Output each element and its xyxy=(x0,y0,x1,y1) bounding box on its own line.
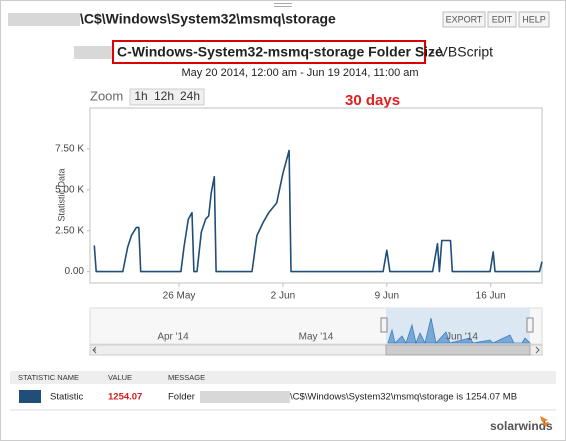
chart-title-note: - VBScript xyxy=(430,44,493,60)
logo-mark xyxy=(540,416,549,427)
y-tick-label: 5.00 K xyxy=(55,184,84,195)
zoom-label: Zoom xyxy=(90,88,123,103)
header-title: \C$\Windows\System32\msmq\storage xyxy=(80,11,336,27)
zoom-button[interactable]: 1h xyxy=(134,89,147,103)
scroll-right[interactable] xyxy=(535,346,540,354)
table-cell: Statistic xyxy=(50,392,84,403)
scrollbar-thumb[interactable] xyxy=(385,344,531,356)
chart-title: C-Windows-System32-msmq-storage Folder S… xyxy=(117,44,443,60)
table-header xyxy=(10,371,556,384)
navigator-label: May '14 xyxy=(299,332,334,343)
zoom-group xyxy=(129,88,205,106)
table-cell: Folder xyxy=(168,392,195,403)
navigator-label: Apr '14 xyxy=(157,332,189,343)
blurred-text xyxy=(200,391,290,403)
button-frame[interactable] xyxy=(442,11,486,28)
navigator-handle[interactable] xyxy=(380,317,388,333)
y-axis-label: Statistic Data xyxy=(56,168,66,221)
y-tick-label: 7.50 K xyxy=(55,144,84,155)
x-tick-label: 9 Jun xyxy=(375,291,399,302)
scroll-left[interactable] xyxy=(92,346,97,354)
blurred-text xyxy=(74,46,112,59)
zoom-button[interactable]: 12h xyxy=(154,89,174,103)
chart-subtitle: May 20 2014, 12:00 am - Jun 19 2014, 11:… xyxy=(181,67,418,79)
help-button[interactable]: HELP xyxy=(522,14,546,24)
y-tick-label: 0.00 xyxy=(65,266,85,277)
series-line xyxy=(93,149,543,273)
button-frame[interactable] xyxy=(487,11,517,28)
table-header-cell: MESSAGE xyxy=(168,373,205,382)
table-header-cell: VALUE xyxy=(108,373,132,382)
edit-button[interactable]: EDIT xyxy=(492,14,513,24)
drag-handle xyxy=(274,3,292,7)
y-tick-label: 2.50 K xyxy=(55,225,84,236)
navigator-handle[interactable] xyxy=(526,317,534,333)
navigator-series xyxy=(387,317,531,345)
x-tick-label: 26 May xyxy=(163,291,196,302)
logo: solarwinds xyxy=(490,419,553,433)
x-tick-label: 16 Jun xyxy=(476,291,506,302)
highlight-box xyxy=(112,40,426,64)
table-cell: \C$\Windows\System32\msmq\storage is 125… xyxy=(290,392,517,403)
button-frame[interactable] xyxy=(518,11,550,28)
x-tick-label: 2 Jun xyxy=(271,291,295,302)
annotation: 30 days xyxy=(345,92,400,109)
zoom-button[interactable]: 24h xyxy=(180,89,200,103)
table-header-cell: STATISTIC NAME xyxy=(18,373,79,382)
series-swatch xyxy=(19,390,41,403)
export-button[interactable]: EXPORT xyxy=(446,14,483,24)
navigator-label: Jun '14 xyxy=(446,332,478,343)
scrollbar[interactable] xyxy=(89,344,543,356)
plot-area xyxy=(89,107,543,284)
blurred-text xyxy=(8,13,80,26)
table-cell: 1254.07 xyxy=(108,392,142,403)
